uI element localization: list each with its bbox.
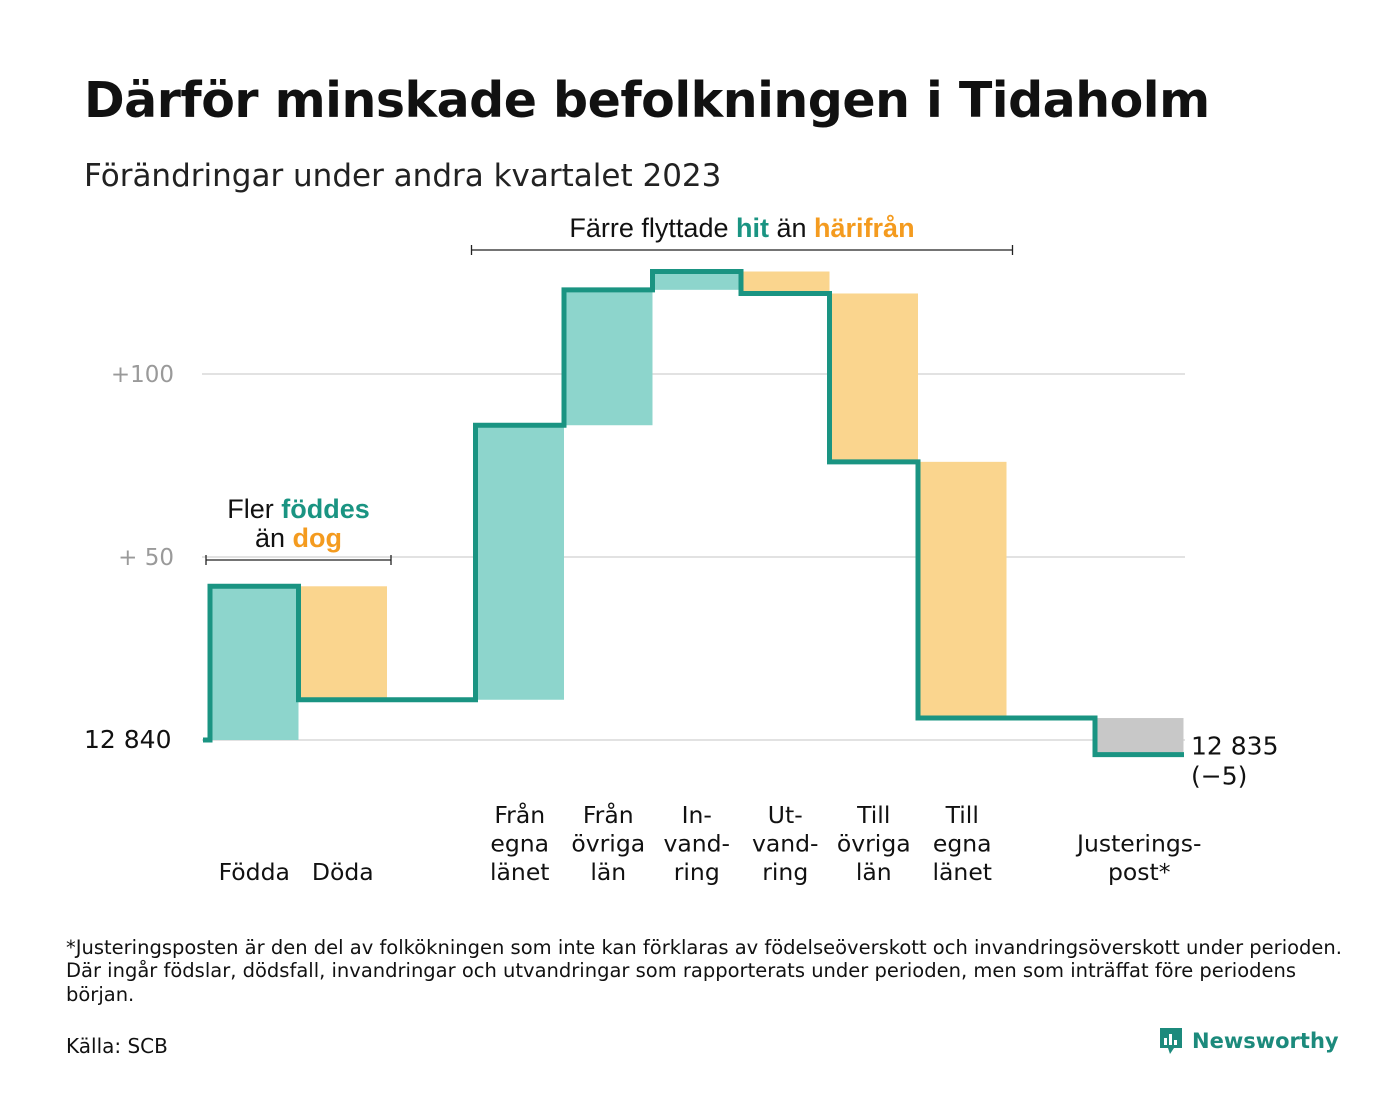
annotation-segment: än — [255, 523, 285, 553]
waterfall-bar — [652, 271, 741, 290]
x-category-label: län — [590, 858, 626, 886]
x-category-label: Till — [945, 801, 979, 829]
gridlines — [202, 373, 1185, 741]
x-category-label: Födda — [219, 858, 290, 886]
x-category-label: ring — [674, 858, 720, 886]
chart-subtitle: Förändringar under andra kvartalet 2023 — [84, 158, 722, 194]
x-category-label: Justerings- — [1075, 830, 1201, 858]
annotation-text: Fler föddes — [227, 494, 370, 524]
annotation-segment: Färre flyttade — [569, 213, 728, 243]
bars — [210, 271, 1184, 755]
waterfall-bar — [564, 289, 653, 426]
annotation-text: Färre flyttade hit än härifrån — [569, 213, 914, 243]
x-category-label: länet — [933, 858, 993, 886]
chart-title: Därför minskade befolkningen i Tidaholm — [84, 72, 1210, 129]
waterfall-bar — [210, 586, 299, 740]
waterfall-bar — [475, 425, 564, 700]
end-value-label: 12 835 — [1191, 731, 1278, 760]
x-category-label: Döda — [312, 858, 374, 886]
annotation-segment: hit — [728, 213, 769, 243]
source-note: Källa: SCB — [66, 1034, 168, 1058]
x-category-label: Till — [856, 801, 890, 829]
waterfall-bar — [298, 586, 387, 700]
waterfall-bar — [1095, 718, 1184, 755]
brand-name: Newsworthy — [1192, 1029, 1339, 1053]
annotation-segment: dog — [285, 523, 342, 553]
brand-logo: Newsworthy — [1158, 1026, 1339, 1056]
annotation-segment: föddes — [274, 494, 370, 524]
y-tick-label: + 50 — [118, 545, 174, 571]
start-value-label: 12 840 — [84, 725, 171, 754]
x-category-label: länet — [490, 858, 550, 886]
chart-bubble-icon — [1160, 1028, 1182, 1054]
end-change-label: (−5) — [1191, 761, 1247, 790]
annotation-segment: än — [769, 213, 807, 243]
x-category-label: Från — [583, 801, 634, 829]
x-category-label: vand- — [663, 830, 730, 858]
x-category-label: övriga — [837, 830, 911, 858]
x-category-label: Ut- — [768, 801, 803, 829]
x-category-label: län — [856, 858, 892, 886]
x-category-label: In- — [682, 801, 712, 829]
running-total-line — [203, 269, 1184, 758]
x-category-label: vand- — [752, 830, 819, 858]
x-category-label: egna — [490, 830, 549, 858]
footnote: *Justeringsposten är den del av folkökni… — [66, 936, 1342, 1006]
y-tick-label: +100 — [111, 362, 174, 388]
x-category-label: post* — [1108, 858, 1171, 886]
annotation-segment: härifrån — [807, 213, 915, 243]
waterfall-bar — [741, 271, 830, 294]
waterfall-bar — [918, 461, 1007, 719]
waterfall-bar — [829, 293, 918, 462]
annotation-text: än dog — [255, 523, 342, 553]
x-category-label: ring — [762, 858, 808, 886]
x-category-label: Från — [494, 801, 545, 829]
x-category-label: övriga — [571, 830, 645, 858]
x-category-label: egna — [933, 830, 992, 858]
annotation-segment: Fler — [227, 494, 274, 524]
running-total-path — [203, 269, 1184, 758]
